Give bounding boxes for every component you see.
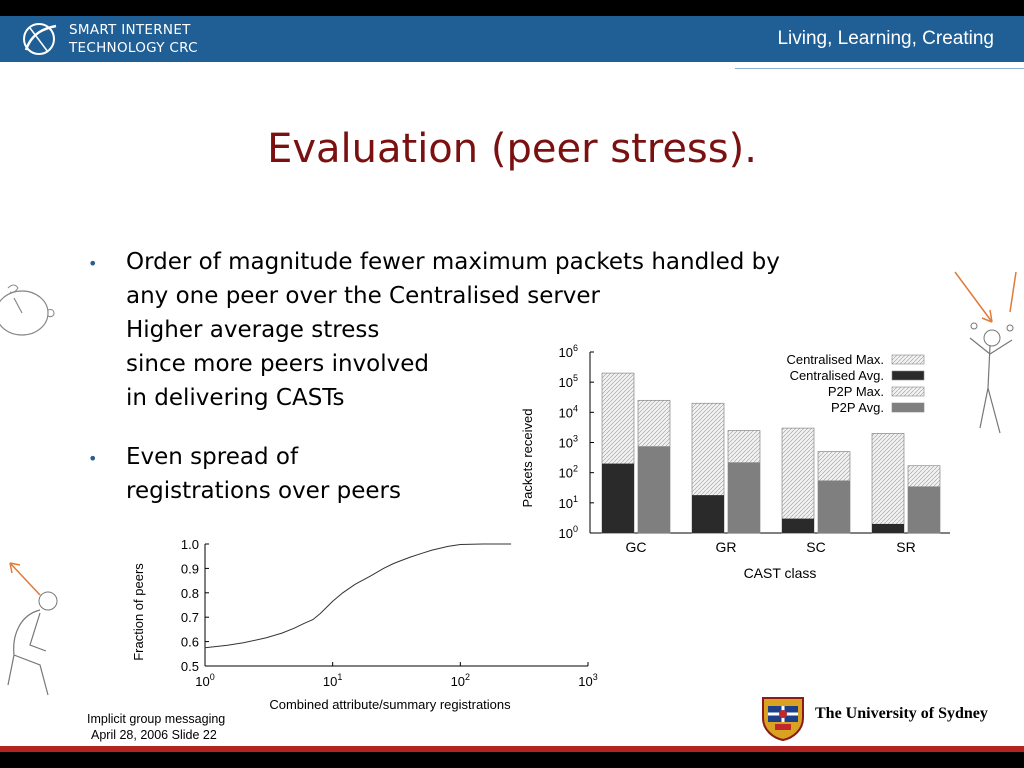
line-x-axis-label: Combined attribute/summary registrations (269, 697, 511, 712)
bar-legend-label: P2P Max. (828, 384, 884, 399)
bar-category-label: GR (716, 539, 737, 555)
slide-title: Evaluation (peer stress). (267, 126, 757, 172)
line-x-tick-label: 101 (323, 672, 342, 689)
line-y-tick-label: 0.8 (181, 586, 199, 601)
bar-legend-swatch (891, 386, 925, 397)
clock-sketch-icon (0, 284, 55, 336)
org-name-line2: TECHNOLOGY CRC (69, 40, 198, 56)
bar-legend-swatch (891, 402, 925, 413)
line-y-tick-label: 0.9 (181, 561, 199, 576)
bar-y-tick-label: 104 (559, 403, 578, 420)
bullet1-line3: Higher average stress (126, 317, 380, 343)
top-black-bar (0, 0, 1024, 16)
bar-legend-label: P2P Avg. (831, 400, 884, 415)
bar-category-label: GC (626, 539, 647, 555)
bullet1-line1: Order of magnitude fewer maximum packets… (126, 249, 780, 275)
line-x-tick-label: 100 (195, 672, 214, 689)
bar-p2p-avg (638, 446, 670, 533)
bar-centralised-avg (692, 495, 724, 533)
line-y-tick-label: 0.7 (181, 610, 199, 625)
bullet1-line5: in delivering CASTs (126, 385, 345, 411)
registrations-cdf-chart: 0.5 0.6 0.7 0.8 0.9 1.0 100 101 102 103 Fraction … (131, 537, 598, 712)
bar-legend-label: Centralised Avg. (790, 368, 884, 383)
bar-y-axis-label: Packets received (520, 409, 535, 508)
bar-y-tick-label: 103 (559, 434, 578, 451)
bar-y-tick-label: 106 (559, 343, 578, 360)
crc-logo-icon (23, 23, 57, 55)
bar-legend-swatch (891, 354, 925, 365)
bar-category-label: SR (896, 539, 915, 555)
university-name: The University of Sydney (815, 705, 988, 722)
bar-legend-label: Centralised Max. (786, 352, 884, 367)
bar-x-axis-label: CAST class (744, 565, 817, 581)
line-series-cdf (204, 543, 512, 649)
footer-date-slide: April 28, 2006 Slide 22 (91, 728, 217, 742)
bar-centralised-avg (782, 518, 814, 533)
bullet1-line2: any one peer over the Centralised server (126, 283, 601, 309)
bar-y-tick-label: 101 (559, 494, 578, 511)
juggler-sketch-icon (954, 271, 1017, 434)
bar-centralised-max (871, 433, 905, 534)
bullet2-line1: Even spread of (126, 444, 299, 470)
line-y-tick-label: 0.6 (181, 635, 199, 650)
header-divider (735, 68, 1024, 69)
bullet1-line4: since more peers involved (126, 351, 429, 377)
bar-centralised-max (781, 427, 815, 534)
org-name-line1: SMART INTERNET (69, 22, 191, 38)
bottom-red-bar (0, 746, 1024, 752)
bar-p2p-avg (908, 486, 940, 533)
packets-bar-chart: 100 101 102 103 104 105 106 GC GR SC SR Centralised… (520, 343, 950, 581)
bullet2-line2: registrations over peers (126, 478, 401, 504)
bullet-marker: • (88, 449, 98, 468)
slide-header: SMART INTERNET TECHNOLOGY CRC Living, Le… (0, 16, 1024, 69)
bar-legend-swatch (891, 370, 925, 381)
bar-y-tick-label: 100 (559, 524, 578, 541)
line-x-tick-label: 102 (451, 672, 470, 689)
tagline: Living, Learning, Creating (777, 28, 994, 49)
thinker-sketch-icon (7, 562, 58, 696)
bar-centralised-avg (602, 463, 634, 533)
bar-y-tick-label: 105 (559, 373, 578, 390)
bar-y-tick-label: 102 (559, 464, 578, 481)
line-y-tick-label: 1.0 (181, 537, 199, 552)
bullet-marker: • (88, 254, 98, 273)
bottom-black-bar (0, 752, 1024, 768)
university-crest-icon (762, 697, 804, 742)
bar-centralised-avg (872, 523, 904, 533)
bar-p2p-avg (818, 480, 850, 533)
bar-p2p-avg (728, 462, 760, 533)
line-x-tick-label: 103 (578, 672, 597, 689)
footer-presentation-title: Implicit group messaging (87, 712, 226, 726)
line-y-tick-label: 0.5 (181, 659, 199, 674)
line-y-axis-label: Fraction of peers (131, 563, 146, 661)
bar-category-label: SC (806, 539, 825, 555)
